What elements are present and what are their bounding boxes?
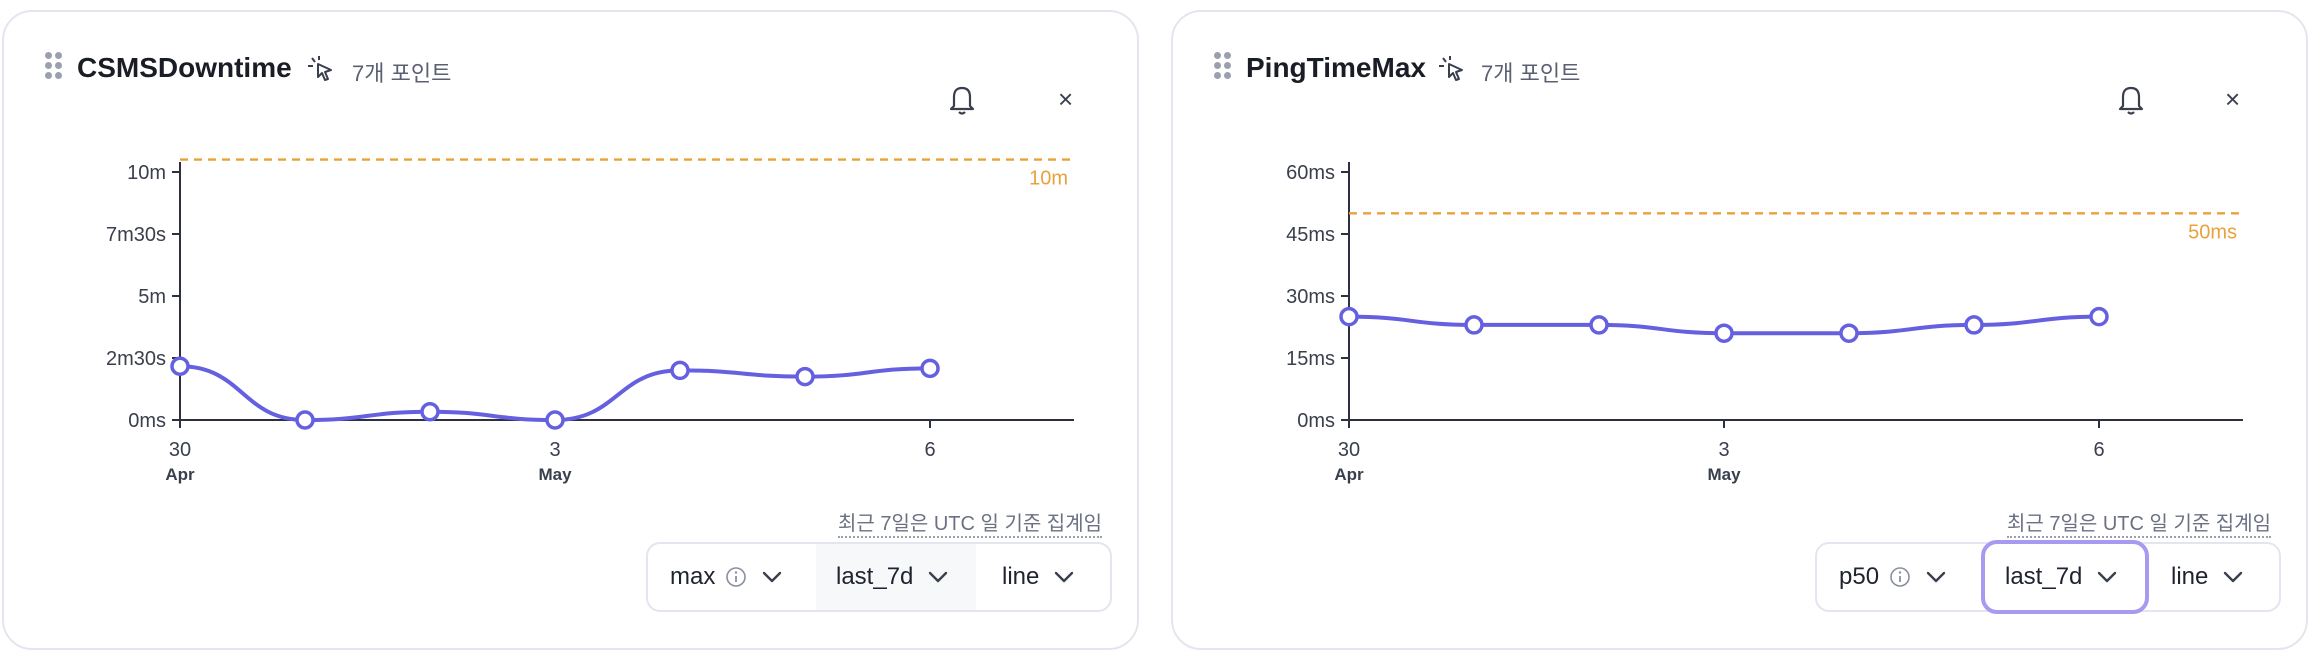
point-count: 7개 포인트 (1481, 61, 1581, 86)
data-point (1964, 315, 1984, 335)
drag-handle-icon[interactable] (1214, 52, 1232, 80)
data-point (795, 366, 815, 387)
threshold-label: 50ms (2188, 221, 2237, 243)
chart-controls: max last_7d line (646, 542, 1112, 612)
y-tick-label: 60ms (1286, 162, 1335, 184)
bell-icon[interactable] (946, 82, 978, 116)
aggregation-select[interactable]: p50 (1817, 544, 1983, 610)
y-tick-label: 5m (138, 286, 166, 308)
data-point (2089, 306, 2109, 327)
chart-controls: p50 last_7d line (1815, 540, 2281, 614)
data-point (1339, 306, 1359, 327)
chevron-down-icon (2098, 571, 2117, 583)
x-tick-month: May (538, 465, 572, 484)
y-tick-label: 30ms (1286, 286, 1335, 308)
data-point (545, 410, 565, 430)
x-tick-label: 30 (169, 439, 191, 461)
data-point (420, 401, 440, 422)
x-tick-month: Apr (1334, 465, 1364, 484)
card-title: PingTimeMax (1246, 52, 1426, 83)
info-icon[interactable] (1889, 566, 1911, 588)
close-button[interactable]: × (2225, 84, 2241, 114)
data-point (1839, 323, 1859, 343)
info-icon[interactable] (725, 566, 747, 588)
range-select[interactable]: last_7d (1981, 540, 2149, 614)
aggregation-note[interactable]: 최근 7일은 UTC 일 기준 집계임 (838, 512, 1103, 538)
y-tick-label: 45ms (1286, 224, 1335, 246)
y-tick-label: 10m (127, 162, 166, 184)
y-tick-label: 2m30s (106, 348, 166, 370)
drag-handle-icon[interactable] (45, 52, 63, 80)
point-count: 7개 포인트 (352, 61, 452, 86)
chevron-down-icon (763, 571, 782, 583)
threshold-label: 10m (1029, 168, 1068, 190)
line-chart: 0ms 15ms 30ms 45ms 60ms 30 Apr 3 May 6 50ms (1286, 162, 2243, 484)
x-tick-label: 6 (2093, 439, 2104, 461)
data-point (670, 360, 690, 381)
close-button[interactable]: × (1058, 84, 1074, 114)
y-tick-label: 15ms (1286, 348, 1335, 370)
chart-type-select[interactable]: line (2151, 544, 2279, 610)
x-tick-label: 30 (1338, 439, 1360, 461)
cursor-click-icon (1439, 56, 1463, 81)
data-point (170, 356, 190, 377)
bell-icon[interactable] (2115, 82, 2147, 116)
aggregation-value: p50 (1839, 563, 1880, 590)
card-title: CSMSDowntime (77, 52, 292, 83)
range-value: last_7d (2005, 563, 2083, 590)
y-tick-label: 7m30s (106, 224, 166, 246)
aggregation-select[interactable]: max (648, 544, 814, 610)
chart-type-value: line (1002, 563, 1040, 590)
x-tick-month: May (1707, 465, 1741, 484)
data-point (920, 358, 940, 379)
x-tick-label: 6 (924, 439, 935, 461)
data-point (1589, 315, 1609, 335)
range-select[interactable]: last_7d (816, 544, 976, 610)
metric-card-pingtimemax: PingTimeMax 7개 포인트 × 0ms 15ms 30ms 45ms 60ms… (1171, 10, 2308, 650)
chevron-down-icon (1055, 571, 1074, 583)
aggregation-value: max (670, 563, 716, 590)
chart-type-select[interactable]: line (982, 544, 1110, 610)
chart-type-value: line (2171, 563, 2209, 590)
y-tick-label: 0ms (1297, 410, 1335, 432)
range-value: last_7d (836, 563, 914, 590)
data-point (1464, 315, 1484, 335)
chevron-down-icon (1926, 571, 1946, 583)
x-tick-label: 3 (549, 439, 560, 461)
data-point (295, 410, 315, 430)
data-point (1714, 323, 1734, 343)
chevron-down-icon (2224, 571, 2243, 583)
x-tick-label: 3 (1718, 439, 1729, 461)
metric-card-csmsdowntime: CSMSDowntime 7개 포인트 × 0ms 2m30s 5m 7m30s 10m… (2, 10, 1139, 650)
chevron-down-icon (929, 571, 948, 583)
line-chart: 0ms 2m30s 5m 7m30s 10m 30 Apr 3 May 6 10m (106, 158, 1074, 484)
aggregation-note[interactable]: 최근 7일은 UTC 일 기준 집계임 (2007, 512, 2272, 538)
cursor-click-icon (308, 56, 332, 81)
x-tick-month: Apr (165, 465, 195, 484)
y-tick-label: 0ms (128, 410, 166, 432)
